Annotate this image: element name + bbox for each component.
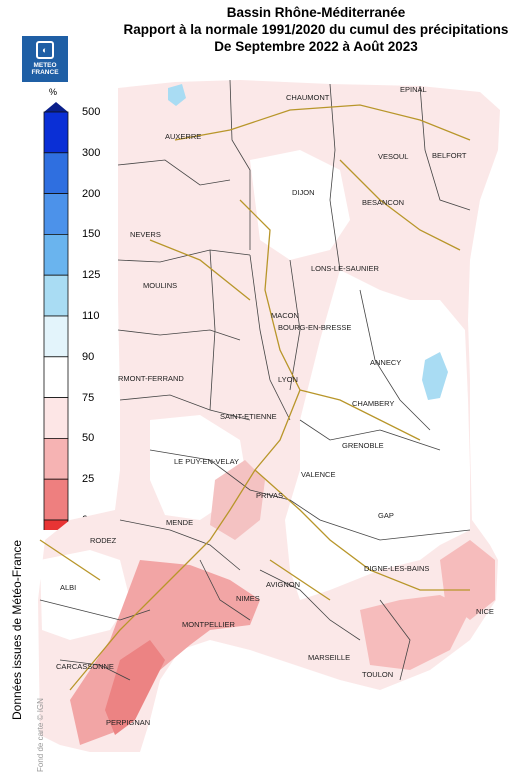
city-label: DIGNE-LES-BAINS [364,564,429,573]
ign-credit: Fond de carte © IGN [36,698,45,772]
zone-wet-vosges [168,84,186,106]
city-label: NIMES [236,594,260,603]
legend-swatch [43,274,69,317]
logo-text-line2: FRANCE [31,69,59,76]
legend-tick-label: 90 [82,350,95,363]
legend-tick-label: 500 [82,106,101,118]
city-label: VESOUL [378,152,408,161]
city-label: NEVERS [130,230,161,239]
city-label: TOULON [362,670,393,679]
city-label: MONTPELLIER [182,620,236,629]
city-label: CHAUMONT [286,93,330,102]
zone-wet-alps [422,352,448,400]
legend-swatch [43,397,69,439]
legend-tick-label: 300 [82,146,101,159]
city-label: CHAMBERY [352,399,394,408]
logo-text-line1: METEO [33,62,57,69]
legend-swatch [43,356,69,398]
city-label: MACON [271,311,299,320]
city-label: DIJON [292,188,315,197]
city-labels: CHAUMONT EPINAL AUXERRE VESOUL BELFORT D… [56,85,494,727]
city-label: LYON [278,375,298,384]
city-label: BOURG-EN-BRESSE [278,323,351,332]
legend-swatch [43,315,69,358]
city-label: VALENCE [301,470,335,479]
basin-boundaries [39,104,471,691]
legend-tick-label: 25 [82,473,95,486]
zone-deficit-provence [360,595,470,670]
legend-swatch [43,478,69,521]
city-label: ANNECY [370,358,401,367]
map-period: De Septembre 2022 à Août 2023 [214,39,418,54]
legend-colorbar [43,102,69,530]
city-label: SAINT-ETIENNE [220,412,277,421]
legend-tick-label: 200 [82,187,101,200]
city-label: MOULINS [143,281,177,290]
legend-arrow [44,102,68,112]
map-subtitle: Rapport à la normale 1991/2020 du cumul … [123,22,509,37]
map-title: Bassin Rhône-Méditerranée [226,5,406,20]
data-credit: Données issues de Météo-France [10,539,24,720]
city-label: CARCASSONNE [56,662,114,671]
legend-tick-label: 110 [82,310,100,322]
zone-deficit-coast [105,640,165,735]
city-label: GAP [378,511,394,520]
city-label: MARSEILLE [308,653,350,662]
legend-unit: % [49,87,58,97]
legend-tick-label: 150 [82,228,101,241]
logo-icon: ◐ [36,41,54,59]
map-title-block: Bassin Rhône-Méditerranée Rapport à la n… [100,4,532,55]
legend-tick-label: 75 [82,391,95,404]
meteo-france-logo: ◐ METEO FRANCE [22,36,68,82]
city-label: LE PUY-EN-VELAY [174,457,239,466]
legend-swatch [43,111,69,154]
city-label: PRIVAS [256,491,283,500]
city-label: MENDE [166,518,193,527]
city-label: PERPIGNAN [106,718,150,727]
zone-deficit-nice [440,540,495,620]
city-label: LONS-LE-SAUNIER [311,264,380,273]
legend-swatch [43,519,69,530]
zone-normal-north [250,150,350,260]
legend-tick-label: 50 [82,432,95,445]
city-label: GRENOBLE [342,441,384,450]
city-label: BESANCON [362,198,404,207]
city-label: NICE [476,607,494,616]
city-label: AVIGNON [266,580,300,589]
city-label: ALBI [60,583,76,592]
city-label: BELFORT [432,151,467,160]
city-label: RMONT-FERRAND [118,374,184,383]
city-label: AUXERRE [165,132,201,141]
legend-tick-label: 125 [82,269,101,282]
city-label: EPINAL [400,85,427,94]
zone-normal-east [285,270,470,600]
zone-normal-southwest [40,550,130,640]
city-label: RODEZ [90,536,117,545]
